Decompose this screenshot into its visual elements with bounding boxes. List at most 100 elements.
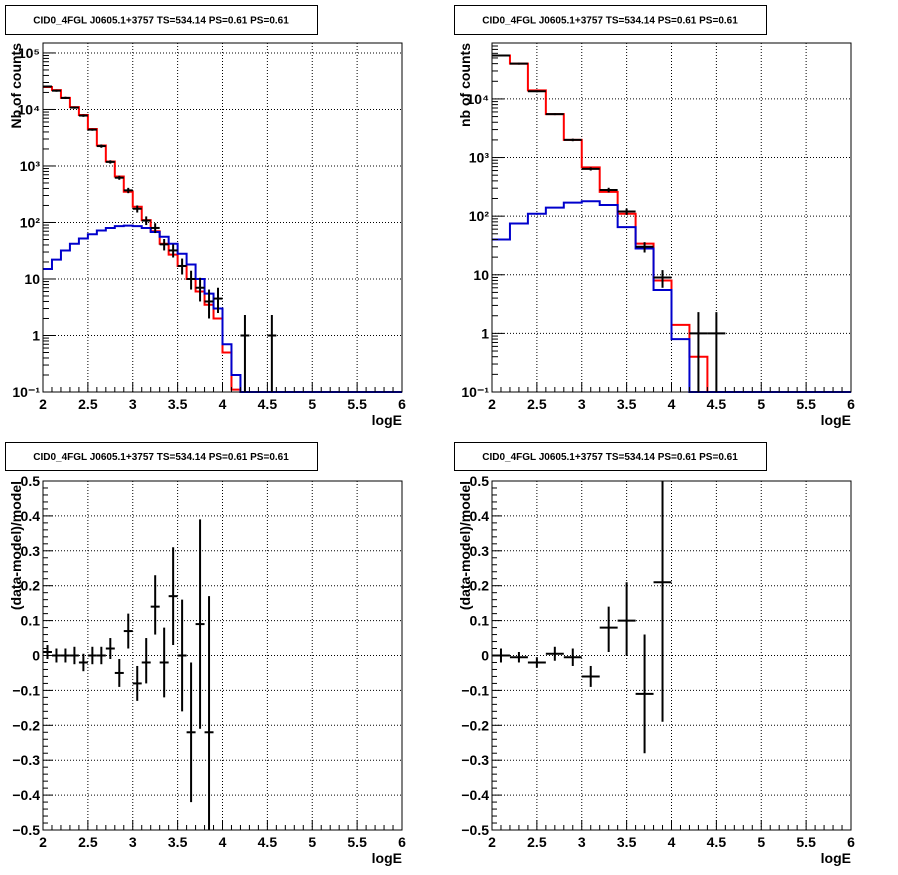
data-point bbox=[599, 187, 618, 193]
y-tick-label: 10 bbox=[473, 267, 489, 283]
data-point bbox=[581, 665, 600, 687]
y-tick-label: 0.1 bbox=[470, 613, 490, 629]
x-tick-label: 4.5 bbox=[707, 396, 727, 412]
x-tick-label: 2 bbox=[488, 396, 496, 412]
x-tick-label: 4.5 bbox=[258, 396, 278, 412]
data-point bbox=[123, 613, 133, 649]
x-tick-label: 3.5 bbox=[617, 396, 637, 412]
data-point bbox=[195, 277, 205, 302]
y-tick-label: 10⁵ bbox=[18, 45, 40, 61]
data-point bbox=[114, 658, 124, 687]
y-axis-label: nb of counts bbox=[457, 43, 473, 127]
x-tick-label: 2.5 bbox=[527, 396, 547, 412]
y-tick-label: 0.3 bbox=[470, 543, 490, 559]
y-axis-label: Nb of counts bbox=[8, 43, 24, 129]
x-tick-label: 6 bbox=[398, 834, 406, 850]
y-axis-label: (data-model)/model bbox=[8, 481, 24, 610]
series-data bbox=[492, 54, 726, 392]
chart-title: CID0_4FGL J0605.1+3757 TS=534.14 PS=0.61… bbox=[33, 452, 289, 463]
y-tick-label: 10³ bbox=[20, 158, 41, 174]
x-tick-label: 2 bbox=[39, 396, 47, 412]
y-tick-label: −0.3 bbox=[461, 752, 489, 768]
chart-pad-1: CID0_4FGL J0605.1+3757 TS=534.14 PS=0.61… bbox=[454, 5, 855, 428]
title-box bbox=[5, 5, 318, 35]
data-point bbox=[78, 114, 88, 117]
data-point bbox=[177, 599, 187, 712]
y-tick-label: 10 bbox=[24, 271, 40, 287]
data-point bbox=[51, 648, 61, 663]
data-point bbox=[177, 258, 187, 275]
x-axis-label: logE bbox=[821, 850, 851, 866]
data-point bbox=[635, 242, 654, 253]
chart-pad-3: CID0_4FGL J0605.1+3757 TS=534.14 PS=0.61… bbox=[454, 442, 855, 866]
x-tick-label: 6 bbox=[398, 396, 406, 412]
title-box bbox=[454, 5, 767, 35]
data-point bbox=[60, 96, 70, 100]
data-point bbox=[204, 289, 214, 319]
x-tick-label: 5.5 bbox=[347, 834, 367, 850]
x-tick-label: 3 bbox=[129, 834, 137, 850]
y-tick-label: 0 bbox=[32, 648, 40, 664]
x-tick-label: 4.5 bbox=[258, 834, 278, 850]
x-tick-label: 2.5 bbox=[78, 834, 98, 850]
x-axis-label: logE bbox=[372, 412, 402, 428]
data-point bbox=[653, 481, 672, 722]
x-axis-label: logE bbox=[372, 850, 402, 866]
chart-title: CID0_4FGL J0605.1+3757 TS=534.14 PS=0.61… bbox=[482, 452, 738, 463]
data-point bbox=[267, 315, 277, 392]
x-tick-label: 4 bbox=[668, 396, 676, 412]
data-point bbox=[141, 216, 151, 226]
data-point bbox=[545, 646, 564, 661]
y-tick-label: −0.4 bbox=[12, 787, 40, 803]
y-tick-label: 0.2 bbox=[470, 578, 490, 594]
data-point bbox=[78, 653, 88, 672]
x-tick-label: 5.5 bbox=[796, 834, 816, 850]
y-tick-label: 0.5 bbox=[21, 473, 41, 489]
x-tick-label: 4 bbox=[668, 834, 676, 850]
data-point bbox=[707, 312, 726, 392]
y-tick-label: 10² bbox=[20, 214, 41, 230]
data-point bbox=[105, 638, 115, 659]
y-tick-label: 0.4 bbox=[21, 508, 41, 524]
data-point bbox=[186, 662, 196, 803]
x-tick-label: 5 bbox=[757, 396, 765, 412]
y-tick-label: 10⁻¹ bbox=[12, 384, 40, 400]
x-tick-label: 5.5 bbox=[796, 396, 816, 412]
y-axis: −0.5 −0.4 −0.3 −0.2 −0.1 0 0.1 0.2 0.3 0.4 0.5(dat… bbox=[8, 473, 53, 838]
title-box bbox=[5, 442, 318, 471]
data-point bbox=[545, 113, 564, 116]
y-tick-label: 0.4 bbox=[470, 508, 490, 524]
data-point bbox=[114, 175, 124, 180]
y-tick-label: 10² bbox=[469, 208, 490, 224]
data-point bbox=[186, 270, 196, 290]
data-point bbox=[168, 244, 178, 258]
data-point bbox=[132, 665, 142, 701]
data-point bbox=[563, 648, 582, 666]
series-total-model bbox=[43, 85, 402, 393]
x-tick-label: 3.5 bbox=[168, 396, 188, 412]
data-point bbox=[168, 547, 178, 646]
x-axis-label: logE bbox=[821, 412, 851, 428]
y-tick-label: 10⁴ bbox=[467, 91, 490, 107]
data-point bbox=[159, 627, 169, 698]
y-tick-label: 10⁻¹ bbox=[461, 384, 489, 400]
grid bbox=[492, 481, 851, 830]
data-point bbox=[96, 646, 106, 665]
x-tick-label: 2 bbox=[39, 834, 47, 850]
grid bbox=[492, 43, 851, 392]
data-point bbox=[617, 208, 636, 215]
data-point bbox=[43, 85, 52, 88]
data-point bbox=[599, 606, 618, 653]
x-tick-label: 5 bbox=[308, 834, 316, 850]
y-tick-label: −0.2 bbox=[461, 717, 489, 733]
y-tick-label: −0.1 bbox=[12, 682, 40, 698]
series-residuals bbox=[492, 481, 672, 754]
data-point bbox=[87, 646, 97, 665]
data-point bbox=[60, 648, 70, 663]
data-point bbox=[141, 638, 151, 684]
y-tick-label: 0 bbox=[481, 648, 489, 664]
